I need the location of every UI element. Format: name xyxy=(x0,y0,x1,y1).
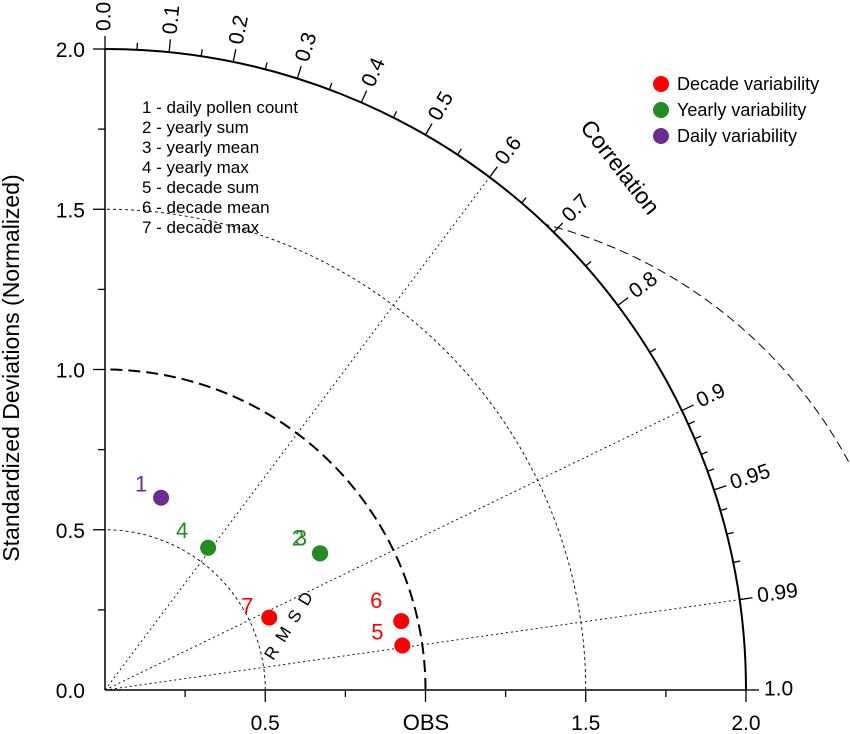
correlation-tick-label: 0.9 xyxy=(693,379,729,412)
index-note: 1 - daily pollen count xyxy=(142,98,298,117)
correlation-tick-label: 0.2 xyxy=(225,13,253,46)
x-tick-label: 0.5 xyxy=(251,712,280,734)
correlation-tick-label: 0.0 xyxy=(93,2,116,31)
index-note: 6 - decade mean xyxy=(142,198,270,217)
correlation-minor-tick xyxy=(521,197,527,204)
correlation-tick-label: 0.8 xyxy=(625,267,662,303)
correlation-tick-label: 0.5 xyxy=(424,88,459,125)
index-note: 7 - decade max xyxy=(142,218,260,237)
correlation-tick xyxy=(681,404,694,412)
index-note: 3 - yearly mean xyxy=(142,138,259,157)
legend: Decade variability Yearly variability Dail… xyxy=(653,74,819,146)
correlation-tick xyxy=(360,90,368,103)
correlation-minor-tick xyxy=(720,507,728,512)
reference-std-arc xyxy=(104,368,427,691)
correlation-tick-label: 0.99 xyxy=(756,579,800,608)
data-point-1 xyxy=(153,489,170,506)
data-point-5 xyxy=(394,637,411,654)
correlation-tick xyxy=(713,485,727,491)
y-tick-label: 0.0 xyxy=(56,680,85,703)
y-tick-label: 1.5 xyxy=(56,199,85,222)
correlation-tick xyxy=(553,222,564,233)
data-point-label-2: 2 xyxy=(292,525,304,550)
data-point-7 xyxy=(261,609,278,626)
index-note: 5 - decade sum xyxy=(142,178,259,197)
index-note: 2 - yearly sum xyxy=(142,118,249,137)
y-tick-label: 2.0 xyxy=(56,39,85,62)
data-point-4 xyxy=(200,539,217,556)
correlation-minor-tick xyxy=(707,468,715,472)
data-point-label-4: 4 xyxy=(176,518,188,543)
correlation-tick xyxy=(424,123,433,136)
std-arc xyxy=(104,529,266,691)
correlation-tick-label: 0.1 xyxy=(159,4,185,35)
correlation-minor-tick xyxy=(649,348,657,353)
correlation-minor-tick xyxy=(726,531,734,535)
data-point-label-6: 6 xyxy=(370,588,382,613)
correlation-minor-tick xyxy=(694,435,702,440)
correlation-tick xyxy=(739,597,753,601)
legend-label: Daily variability xyxy=(677,126,797,146)
correlation-minor-tick xyxy=(200,49,203,57)
correlation-minor-tick xyxy=(700,451,708,455)
correlation-tick xyxy=(296,65,302,79)
correlation-tick-label: 1.0 xyxy=(764,678,793,701)
correlation-tick xyxy=(489,166,498,178)
correlation-tick xyxy=(232,49,237,63)
ticks-layer xyxy=(93,36,759,702)
data-point-label-7: 7 xyxy=(241,594,253,619)
correlation-tick-label: 0.95 xyxy=(727,460,773,495)
outer-arc xyxy=(104,48,747,691)
y-tick-label: 0.5 xyxy=(56,520,85,543)
data-point-label-3: 3 xyxy=(295,525,307,550)
y-tick-label: 1.0 xyxy=(56,360,85,383)
correlation-minor-tick xyxy=(688,420,695,425)
legend-marker xyxy=(653,102,669,118)
correlation-minor-tick xyxy=(264,62,268,70)
x-tick-label: 1.5 xyxy=(571,712,600,734)
y-axis-title: Standardized Deviations (Normalized) xyxy=(0,174,24,561)
correlation-minor-tick xyxy=(457,148,462,156)
data-point-6 xyxy=(393,613,410,630)
correlation-tick-label: 0.6 xyxy=(490,132,526,169)
correlation-tick-label: 0.3 xyxy=(291,30,322,65)
legend-label: Decade variability xyxy=(677,74,819,94)
correlation-minor-tick xyxy=(585,260,592,267)
legend-label: Yearly variability xyxy=(677,100,806,120)
data-point-label-5: 5 xyxy=(371,620,383,645)
legend-marker xyxy=(653,128,669,144)
correlation-minor-tick xyxy=(328,82,333,90)
correlation-ray xyxy=(104,410,683,691)
index-note: 4 - yearly max xyxy=(142,158,249,177)
rmsd-arc xyxy=(545,224,850,466)
correlation-ray xyxy=(104,599,740,691)
correlation-tick xyxy=(617,297,629,306)
std-arc xyxy=(104,208,587,691)
data-point-3 xyxy=(312,545,329,562)
correlation-minor-tick xyxy=(733,560,741,564)
correlation-ray xyxy=(104,176,490,691)
data-point-label-1: 1 xyxy=(135,472,147,497)
correlation-minor-tick xyxy=(392,111,398,118)
correlation-tick-label: 0.7 xyxy=(557,190,594,227)
x-tick-label: 2.0 xyxy=(731,712,760,734)
correlation-tick xyxy=(168,39,172,53)
correlation-tick-label: 0.4 xyxy=(357,54,390,90)
grid-layer xyxy=(104,176,850,691)
legend-marker xyxy=(653,76,669,92)
x-axis-ref-label: OBS xyxy=(403,710,449,734)
